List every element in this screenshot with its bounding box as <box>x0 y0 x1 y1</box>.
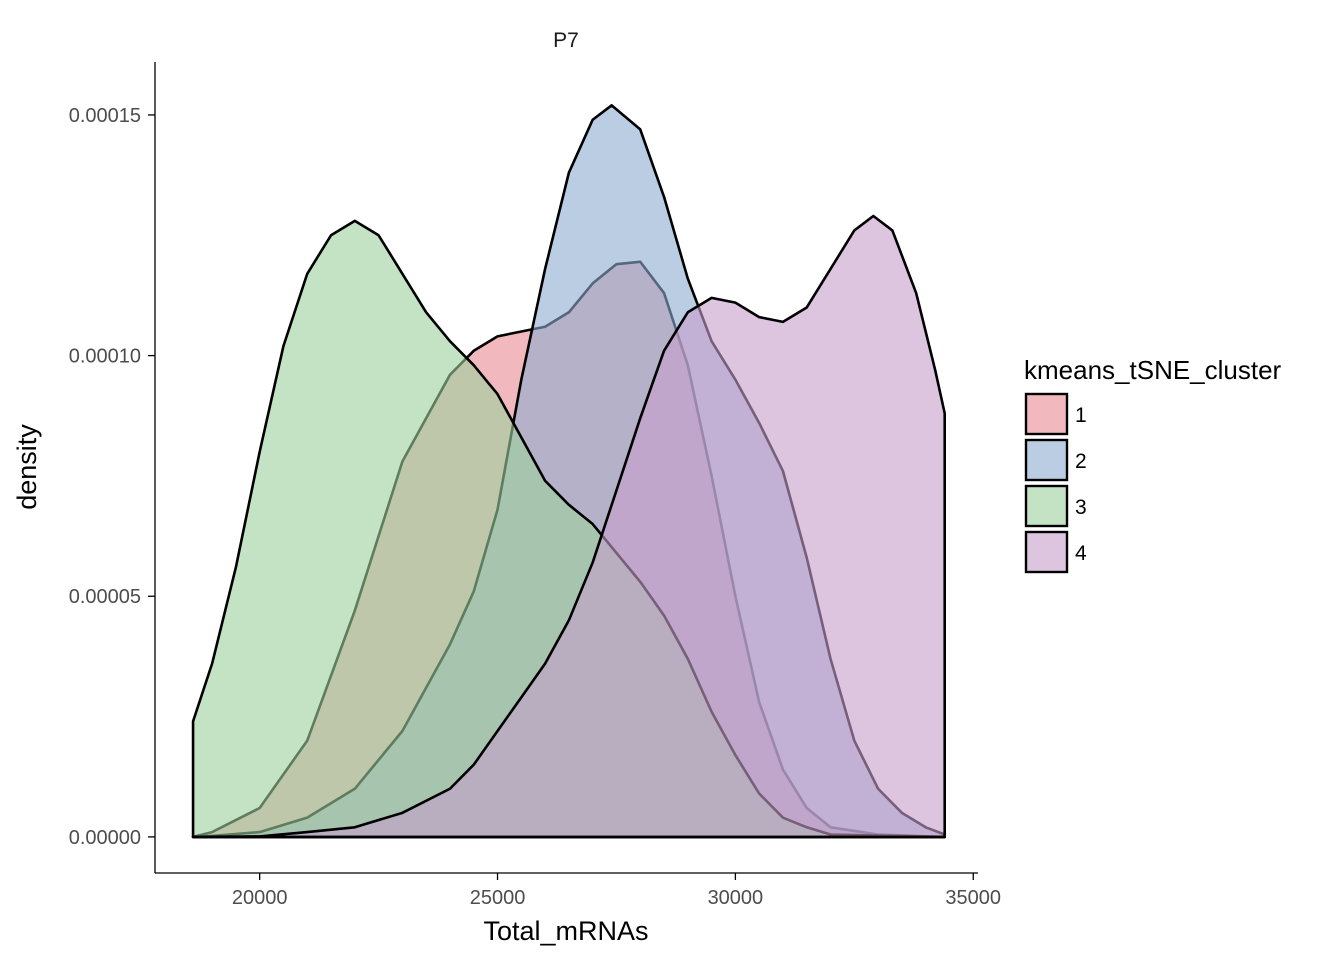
facet-title: P7 <box>553 29 579 52</box>
x-tick-label: 20000 <box>232 887 288 909</box>
legend-key-cluster-3 <box>1024 484 1069 528</box>
density-areas <box>191 104 946 839</box>
legend-label-cluster-1: 1 <box>1075 404 1087 427</box>
legend-title: kmeans_tSNE_cluster <box>1024 355 1282 385</box>
density-area-cluster-4 <box>191 214 946 839</box>
y-axis-ticks: 0.00000 0.00005 0.00010 0.00015 <box>69 105 155 849</box>
x-tick-label: 30000 <box>708 887 764 909</box>
legend-label-cluster-3: 3 <box>1075 496 1087 519</box>
y-tick-label: 0.00005 <box>69 586 141 608</box>
y-tick-label: 0.00015 <box>69 105 141 127</box>
y-axis-title: density <box>12 424 42 510</box>
legend-label-cluster-2: 2 <box>1075 450 1087 473</box>
legend-key-cluster-4 <box>1024 530 1069 574</box>
y-tick-label: 0.00000 <box>69 827 141 849</box>
x-axis-title: Total_mRNAs <box>483 916 648 946</box>
x-tick-label: 35000 <box>945 887 1001 909</box>
x-tick-label: 25000 <box>470 887 526 909</box>
x-axis-ticks: 20000 25000 30000 35000 <box>232 873 1001 909</box>
legend-key-cluster-2 <box>1024 438 1069 482</box>
y-tick-label: 0.00010 <box>69 346 141 368</box>
legend-label-cluster-4: 4 <box>1075 542 1087 565</box>
legend-key-cluster-1 <box>1024 392 1069 436</box>
legend: kmeans_tSNE_cluster 1 2 3 4 <box>1024 355 1282 574</box>
